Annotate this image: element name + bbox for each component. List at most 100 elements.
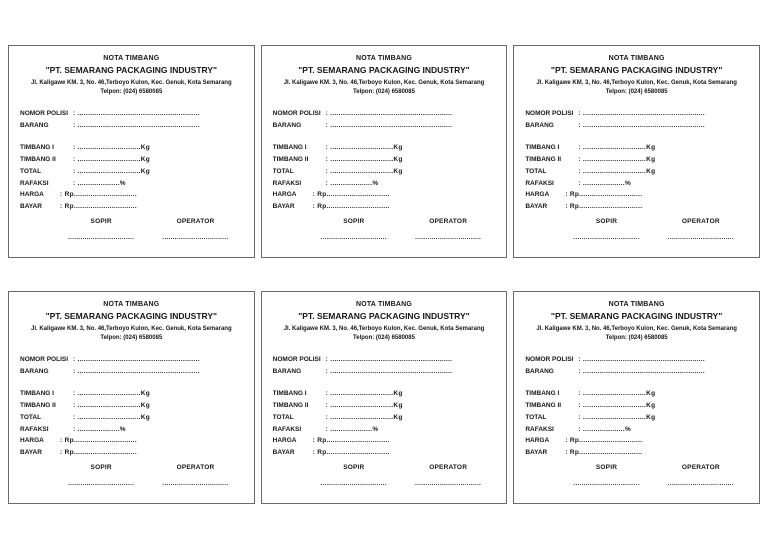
sopir-signature-line: ................................ (573, 480, 640, 487)
field-nomor-polisi: NOMOR POLISI : .........................… (525, 108, 748, 120)
field-total: TOTAL : ..............................Kg (273, 166, 496, 178)
field-value: : ..............................Kg (73, 402, 151, 410)
field-value: : ..............................Kg (578, 167, 656, 175)
field-label: TOTAL (20, 167, 42, 175)
signature-sopir: SOPIR ................................ (559, 464, 653, 487)
operator-signature-line: ................................ (415, 234, 482, 241)
field-rafaksi: RAFAKSI : ....................% (20, 178, 243, 190)
field-value: : Rp.............................. (60, 448, 138, 456)
company-address: Jl. Kaligawe KM. 3, No. 46,Terboyo Kulon… (536, 80, 737, 86)
field-timbang-1: TIMBANG I : ............................… (525, 142, 748, 154)
field-total: TOTAL : ..............................Kg (20, 412, 243, 424)
signature-operator: OPERATOR ...............................… (654, 218, 748, 241)
field-value: : ..............................Kg (325, 156, 403, 164)
field-value: : ..............................Kg (578, 144, 656, 152)
field-bayar: BAYAR : Rp.............................. (20, 447, 243, 459)
field-label: TIMBANG II (525, 402, 562, 410)
signature-operator: OPERATOR ...............................… (401, 218, 495, 241)
field-label: RAFAKSI (20, 179, 49, 187)
vehicle-fields: NOMOR POLISI : .........................… (273, 354, 496, 377)
field-rafaksi: RAFAKSI : ....................% (273, 178, 496, 190)
field-value: : ......................................… (325, 121, 453, 129)
field-rafaksi: RAFAKSI : ....................% (525, 424, 748, 436)
field-timbang-2: TIMBANG II : ...........................… (20, 154, 243, 166)
card-title: NOTA TIMBANG (608, 301, 665, 308)
sopir-signature-line: ................................ (320, 480, 387, 487)
operator-label: OPERATOR (176, 217, 215, 225)
field-value: : ....................% (325, 179, 379, 187)
field-bayar: BAYAR : Rp.............................. (20, 201, 243, 213)
company-phone: Telpon: (024) 6580085 (353, 89, 415, 95)
field-value: : ..............................Kg (578, 390, 656, 398)
field-value: : Rp.............................. (565, 202, 643, 210)
field-label: BARANG (525, 121, 554, 129)
sopir-label: SOPIR (343, 217, 365, 225)
signature-sopir: SOPIR ................................ (54, 218, 148, 241)
field-label: HARGA (272, 437, 297, 445)
nota-timbang-card: NOTA TIMBANG "PT. SEMARANG PACKAGING IND… (260, 291, 508, 504)
field-nomor-polisi: NOMOR POLISI : .........................… (525, 354, 748, 366)
field-timbang-2: TIMBANG II : ...........................… (525, 400, 748, 412)
field-label: RAFAKSI (272, 179, 302, 187)
field-label: NOMOR POLISI (272, 356, 321, 363)
field-value: : ..............................Kg (73, 167, 151, 175)
field-timbang-2: TIMBANG II : ...........................… (525, 154, 748, 166)
field-timbang-1: TIMBANG I : ............................… (20, 388, 243, 400)
company-address: Jl. Kaligawe KM. 3, No. 46,Terboyo Kulon… (536, 326, 737, 332)
field-barang: BARANG : ...............................… (525, 366, 748, 378)
field-value: : ......................................… (325, 356, 453, 363)
field-label: TIMBANG I (20, 390, 54, 398)
sopir-signature-line: ................................ (68, 480, 135, 487)
field-rafaksi: RAFAKSI : ....................% (525, 178, 748, 190)
field-label: BARANG (272, 367, 302, 375)
field-value: : ......................................… (73, 110, 200, 117)
field-value: : ......................................… (73, 121, 200, 129)
company-address: Jl. Kaligawe KM. 3, No. 46,Terboyo Kulon… (283, 326, 485, 332)
nota-timbang-card: NOTA TIMBANG "PT. SEMARANG PACKAGING IND… (260, 45, 508, 258)
card-title: NOTA TIMBANG (355, 55, 413, 62)
operator-label: OPERATOR (176, 463, 215, 471)
sopir-label: SOPIR (595, 463, 618, 471)
field-barang: BARANG : ...............................… (20, 120, 243, 132)
company-address: Jl. Kaligawe KM. 3, No. 46,Terboyo Kulon… (31, 326, 232, 332)
signature-sopir: SOPIR ................................ (559, 218, 653, 241)
field-label: TIMBANG I (20, 144, 54, 152)
nota-timbang-card: NOTA TIMBANG "PT. SEMARANG PACKAGING IND… (8, 291, 255, 504)
operator-label: OPERATOR (681, 217, 720, 225)
vehicle-fields: NOMOR POLISI : .........................… (273, 108, 496, 131)
field-value: : ....................% (73, 179, 126, 187)
field-label: TIMBANG II (20, 402, 56, 410)
field-value: : ..............................Kg (578, 402, 656, 410)
field-value: : ..............................Kg (578, 156, 656, 164)
operator-signature-line: ................................ (667, 234, 734, 241)
vehicle-fields: NOMOR POLISI : .........................… (525, 108, 748, 131)
vehicle-fields: NOMOR POLISI : .........................… (20, 354, 243, 377)
signature-operator: OPERATOR ...............................… (148, 218, 242, 241)
field-timbang-1: TIMBANG I : ............................… (273, 388, 496, 400)
company-phone: Telpon: (024) 6580085 (605, 335, 668, 341)
field-nomor-polisi: NOMOR POLISI : .........................… (20, 354, 243, 366)
field-label: BAYAR (525, 202, 548, 210)
signature-operator: OPERATOR ...............................… (654, 464, 748, 487)
field-label: TIMBANG I (525, 390, 560, 398)
vehicle-fields: NOMOR POLISI : .........................… (525, 354, 748, 377)
field-value: : Rp.............................. (565, 448, 643, 456)
field-value: : ......................................… (578, 367, 706, 375)
field-value: : ....................% (578, 179, 632, 187)
field-label: RAFAKSI (525, 179, 554, 187)
field-barang: BARANG : ...............................… (273, 366, 496, 378)
company-phone: Telpon: (024) 6580085 (605, 89, 668, 95)
field-total: TOTAL : ..............................Kg (525, 412, 748, 424)
field-value: : ....................% (325, 425, 379, 433)
field-bayar: BAYAR : Rp.............................. (525, 447, 748, 459)
sopir-signature-line: ................................ (573, 234, 640, 241)
field-value: : Rp.............................. (312, 202, 390, 210)
field-bayar: BAYAR : Rp.............................. (525, 201, 748, 213)
field-bayar: BAYAR : Rp.............................. (273, 447, 496, 459)
company-address: Jl. Kaligawe KM. 3, No. 46,Terboyo Kulon… (31, 80, 232, 86)
field-value: : ..............................Kg (73, 144, 151, 152)
field-barang: BARANG : ...............................… (273, 120, 496, 132)
field-harga: HARGA : Rp.............................. (20, 189, 243, 201)
field-label: RAFAKSI (272, 425, 302, 433)
signature-operator: OPERATOR ...............................… (148, 464, 242, 487)
